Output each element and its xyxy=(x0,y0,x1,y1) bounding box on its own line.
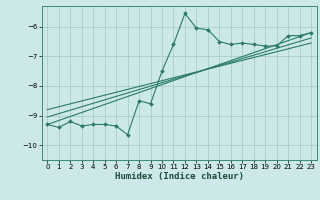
X-axis label: Humidex (Indice chaleur): Humidex (Indice chaleur) xyxy=(115,172,244,181)
